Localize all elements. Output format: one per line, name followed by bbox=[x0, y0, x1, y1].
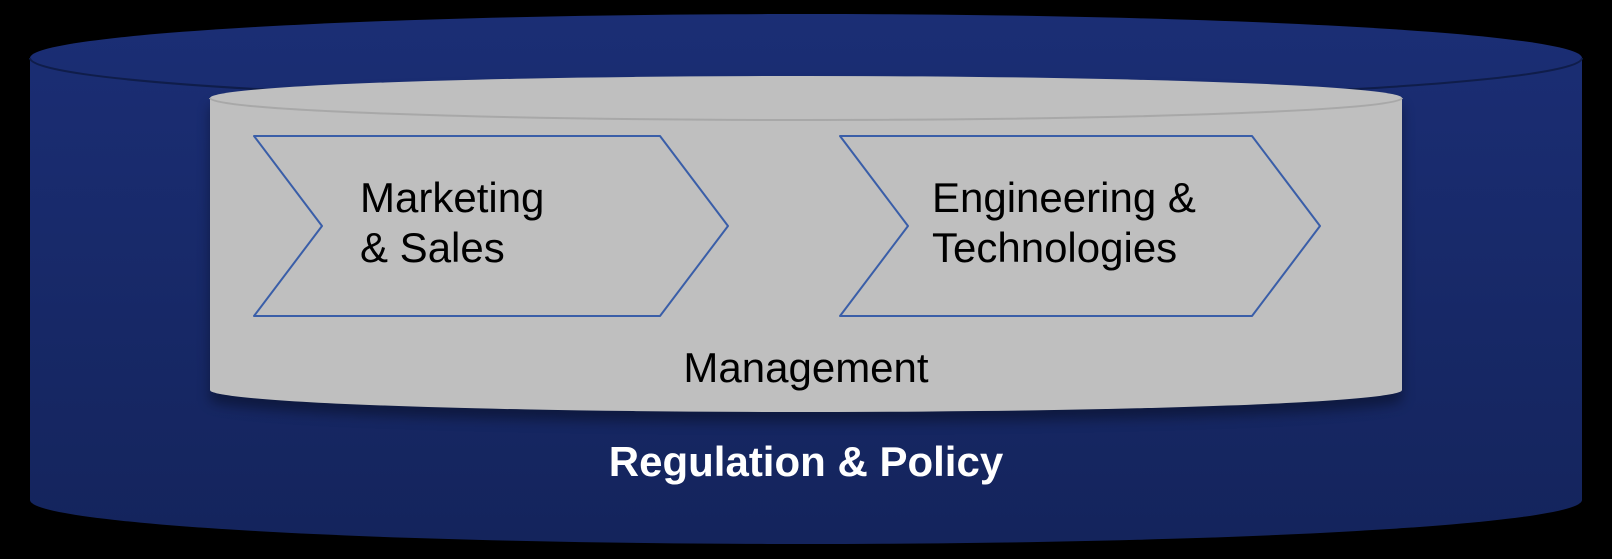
chevron-1-label-line1: Engineering & bbox=[932, 174, 1196, 221]
chevron-0: Marketing& Sales bbox=[254, 136, 728, 316]
inner-ring-label: Management bbox=[683, 344, 928, 391]
outer-ring-label: Regulation & Policy bbox=[609, 438, 1004, 485]
diagram-canvas: Regulation & Policy Management Marketing… bbox=[0, 0, 1612, 559]
chevron-0-label-line1: Marketing bbox=[360, 174, 544, 221]
chevron-1-label-line2: Technologies bbox=[932, 224, 1177, 271]
chevron-1: Engineering &Technologies bbox=[840, 136, 1320, 316]
chevron-0-label-line2: & Sales bbox=[360, 224, 505, 271]
